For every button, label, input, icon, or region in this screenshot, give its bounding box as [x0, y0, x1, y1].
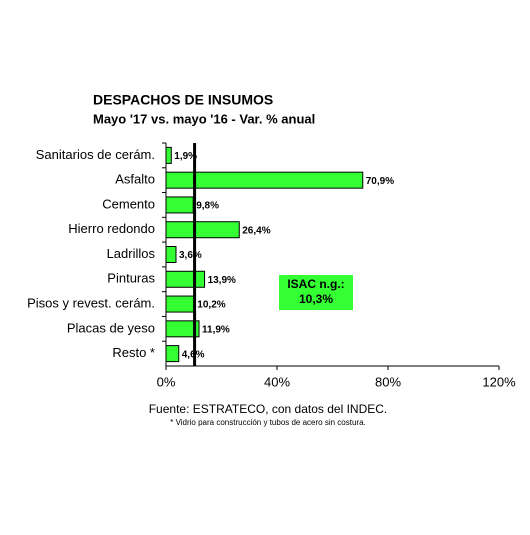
footnote: * Vidrio para construcción y tubos de ac…	[170, 418, 366, 427]
y-tick-label: Hierro redondo	[68, 221, 155, 236]
value-label: 13,9%	[208, 275, 236, 286]
isac-title: ISAC n.g.:	[287, 277, 344, 291]
y-tick-label: Pisos y revest. cerám.	[27, 295, 155, 310]
y-tick-label: Asfalto	[115, 172, 155, 187]
bar	[165, 345, 180, 363]
bar	[165, 146, 172, 164]
value-label: 10,2%	[197, 300, 225, 311]
y-tick-label: Sanitarios de cerám.	[36, 147, 155, 162]
chart-subtitle: Mayo '17 vs. mayo '16 - Var. % anual	[93, 111, 315, 126]
value-label: 3,6%	[179, 250, 202, 261]
y-tick-label: Cemento	[102, 196, 155, 211]
x-tick-label: 80%	[375, 374, 401, 389]
bar	[165, 221, 240, 239]
bar	[165, 320, 200, 338]
value-label: 11,9%	[202, 324, 230, 335]
y-tick-label: Resto *	[112, 345, 155, 360]
isac-box	[279, 275, 353, 310]
x-tick-label: 40%	[264, 374, 290, 389]
y-tick-label: Placas de yeso	[67, 320, 155, 335]
isac-value: 10,3%	[299, 292, 333, 306]
bar	[165, 246, 177, 263]
value-label: 9,8%	[196, 201, 219, 212]
bar	[165, 270, 206, 288]
y-tick-label: Ladrillos	[107, 246, 156, 261]
chart-title: DESPACHOS DE INSUMOS	[93, 92, 273, 108]
x-tick-label: 0%	[157, 374, 176, 389]
y-tick-label: Pinturas	[107, 271, 155, 286]
x-tick-label: 120%	[482, 374, 516, 389]
bar	[165, 196, 194, 214]
bar	[165, 171, 364, 189]
bar	[165, 295, 195, 313]
source: Fuente: ESTRATECO, con datos del INDEC.	[149, 402, 388, 416]
value-label: 26,4%	[242, 225, 270, 236]
value-label: 1,9%	[174, 151, 197, 162]
value-label: 70,9%	[366, 176, 394, 187]
